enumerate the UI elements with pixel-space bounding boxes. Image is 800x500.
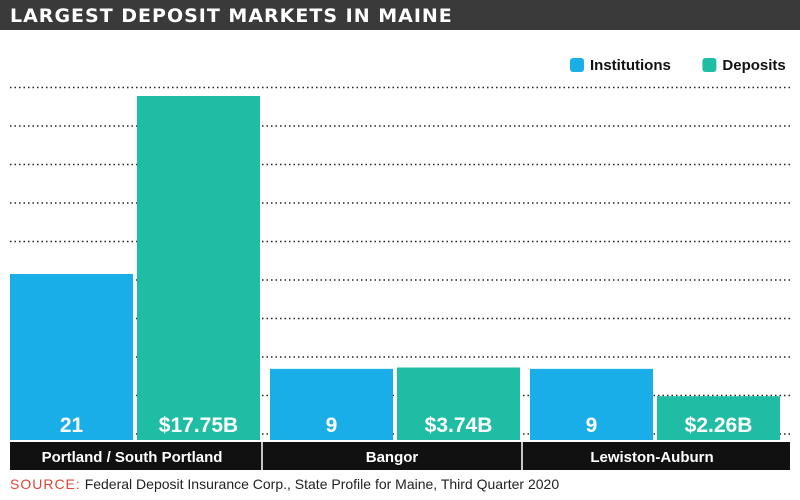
bar-deposits-0 [137, 96, 260, 440]
legend-swatch-deposits [702, 58, 717, 72]
category-label: Portland / South Portland [42, 449, 223, 466]
bar-chart: 21 $17.75B 9 $3.74B 9 $2.26B Portland / South … [10, 57, 790, 470]
data-label: $2.26B [685, 414, 753, 437]
source-text: Federal Deposit Insurance Corp., State P… [84, 476, 560, 492]
bar-institutions-2 [530, 368, 653, 440]
category-label: Bangor [366, 449, 419, 466]
chart-title: LARGEST DEPOSIT MARKETS IN MAINE [10, 5, 453, 27]
source-note: SOURCE: Federal Deposit Insurance Corp.,… [10, 476, 559, 492]
category-strip [10, 442, 790, 470]
bar-institutions-1 [270, 368, 393, 440]
data-label: $17.75B [159, 414, 238, 437]
category-label: Lewiston-Auburn [590, 449, 713, 466]
title-bar: LARGEST DEPOSIT MARKETS IN MAINE [0, 0, 800, 30]
bar-deposits-2 [657, 396, 780, 440]
data-label: $3.74B [425, 414, 493, 437]
legend-label: Institutions [590, 57, 671, 74]
bar-institutions-0 [10, 274, 133, 440]
legend-swatch-institutions [570, 58, 584, 72]
source-label: SOURCE: [10, 476, 81, 492]
data-label: 9 [586, 414, 598, 437]
data-label: 9 [326, 414, 338, 437]
legend-label: Deposits [722, 57, 785, 74]
data-label: 21 [60, 414, 84, 437]
bar-deposits-1 [397, 367, 520, 440]
